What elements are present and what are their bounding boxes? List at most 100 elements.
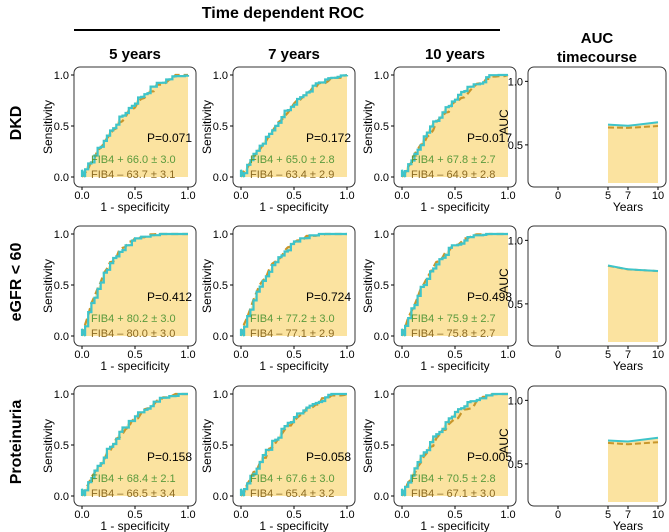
auc-timecourse-panel: 0.5 1.0 0 5 7 10 Years AUC — [497, 385, 667, 532]
y-tick-label: 0.0 — [374, 331, 389, 343]
auc-label-fib4-plus: FIB4 + 67.8 ± 2.7 — [411, 154, 496, 166]
auc-timecourse-panel: 0.5 1.0 0 5 7 10 Years AUC — [497, 66, 667, 214]
x-tick-label: 7 — [625, 509, 631, 521]
column-header: 7 years — [268, 46, 320, 63]
roc-auc-area — [241, 394, 347, 496]
y-tick-label: 1.0 — [213, 389, 228, 401]
panel-frame — [527, 66, 667, 188]
y-tick-label: 0.5 — [213, 121, 228, 133]
x-tick-label: 1.0 — [339, 509, 354, 521]
x-tick-label: 5 — [605, 190, 611, 202]
x-tick-label: 7 — [625, 190, 631, 202]
roc-panel: 0.0 0.0 0.5 0.5 1.0 1.0 1 - specificity Sensiti… — [200, 225, 356, 373]
roc-panel: 0.0 0.0 0.5 0.5 1.0 1.0 1 - specificity Sensiti… — [361, 66, 517, 214]
x-tick-label: 0.0 — [74, 349, 89, 361]
auc-label-fib4-plus: FIB4 + 77.2 ± 3.0 — [250, 313, 335, 325]
x-tick-label: 0.5 — [286, 349, 301, 361]
x-axis-label: 1 - specificity — [100, 359, 169, 373]
x-tick-label: 1.0 — [500, 509, 515, 521]
y-axis-label: AUC — [497, 109, 511, 135]
y-tick-label: 0.5 — [508, 140, 523, 152]
roc-curve-fib4-plus — [80, 232, 188, 337]
auc-label-fib4-minus: FIB4 – 63.4 ± 2.9 — [250, 169, 334, 181]
x-tick-label: 0.5 — [127, 349, 142, 361]
roc-auc-area — [402, 75, 508, 177]
roc-auc-area — [402, 394, 508, 496]
auc-line-fib4-minus — [607, 441, 659, 446]
y-axis-label: Sensitivity — [361, 100, 375, 154]
x-tick-label: 0.5 — [447, 190, 462, 202]
x-axis-label: Years — [613, 359, 643, 373]
x-axis-label: 1 - specificity — [100, 200, 169, 214]
x-tick-label: 0.0 — [394, 349, 409, 361]
x-tick-label: 1.0 — [500, 190, 515, 202]
x-tick-label: 0.0 — [74, 190, 89, 202]
y-tick-label: 0.0 — [54, 331, 69, 343]
auc-line-fib4-plus — [607, 264, 659, 272]
y-tick-label: 1.0 — [374, 229, 389, 241]
roc-auc-area — [241, 75, 347, 177]
auc-label-fib4-minus: FIB4 – 64.9 ± 2.8 — [411, 169, 495, 181]
auc-label-fib4-minus: FIB4 – 67.1 ± 3.0 — [411, 488, 495, 500]
auc-header: timecourse — [557, 49, 637, 66]
x-tick-label: 10 — [652, 190, 664, 202]
y-tick-label: 1.0 — [54, 389, 69, 401]
y-tick-label: 0.0 — [213, 172, 228, 184]
x-tick-label: 1.0 — [339, 349, 354, 361]
x-tick-label: 0.0 — [394, 509, 409, 521]
y-tick-label: 1.0 — [213, 229, 228, 241]
y-axis-label: Sensitivity — [200, 100, 214, 154]
x-tick-label: 0.0 — [233, 349, 248, 361]
column-header: 10 years — [425, 46, 485, 63]
x-tick-label: 1.0 — [180, 509, 195, 521]
y-tick-label: 1.0 — [54, 229, 69, 241]
auc-label-fib4-minus: FIB4 – 80.0 ± 3.0 — [91, 328, 175, 340]
y-tick-label: 1.0 — [508, 395, 523, 407]
x-tick-label: 5 — [605, 349, 611, 361]
row-label: DKD — [8, 106, 25, 141]
p-value: P=0.005 — [467, 450, 512, 464]
y-tick-label: 0.5 — [213, 440, 228, 452]
auc-label-fib4-plus: FIB4 + 80.2 ± 3.0 — [91, 313, 176, 325]
auc-line-fib4-plus — [607, 121, 659, 127]
y-tick-label: 0.5 — [54, 121, 69, 133]
y-axis-label: Sensitivity — [41, 259, 55, 313]
x-tick-label: 0.5 — [286, 509, 301, 521]
row-label: eGFR < 60 — [8, 243, 25, 322]
auc-label-fib4-plus: FIB4 + 75.9 ± 2.7 — [411, 313, 496, 325]
x-tick-label: 7 — [625, 349, 631, 361]
p-value: P=0.017 — [467, 131, 512, 145]
y-tick-label: 0.5 — [374, 280, 389, 292]
x-tick-label: 0 — [555, 349, 561, 361]
x-axis-label: 1 - specificity — [420, 200, 489, 214]
row-label: Proteinuria — [8, 400, 25, 485]
roc-auc-area — [82, 394, 188, 496]
auc-label-fib4-minus: FIB4 – 63.7 ± 3.1 — [91, 169, 175, 181]
x-tick-label: 1.0 — [180, 349, 195, 361]
y-axis-label: AUC — [497, 428, 511, 454]
x-axis-label: 1 - specificity — [420, 359, 489, 373]
roc-panel: 0.0 0.0 0.5 0.5 1.0 1.0 1 - specificity Sensiti… — [200, 385, 356, 532]
x-tick-label: 1.0 — [339, 190, 354, 202]
p-value: P=0.412 — [147, 290, 192, 304]
roc-auc-area — [402, 234, 508, 336]
x-tick-label: 0.0 — [233, 190, 248, 202]
y-tick-label: 1.0 — [374, 70, 389, 82]
roc-curve-fib4-plus — [80, 392, 188, 497]
roc-curve-fib4-plus — [400, 232, 508, 337]
y-tick-label: 0.0 — [374, 172, 389, 184]
auc-line-fib4-plus — [607, 436, 659, 443]
auc-label-fib4-plus: FIB4 + 65.0 ± 2.8 — [250, 154, 335, 166]
p-value: P=0.158 — [147, 450, 192, 464]
y-tick-label: 0.5 — [54, 280, 69, 292]
x-axis-label: 1 - specificity — [259, 519, 328, 532]
y-axis-label: Sensitivity — [200, 259, 214, 313]
y-axis-label: Sensitivity — [361, 419, 375, 473]
y-tick-label: 0.0 — [54, 172, 69, 184]
panel-grid: 5 years 7 years 10 years AUC timecourse DKD eG… — [8, 30, 667, 532]
auc-area — [608, 122, 658, 183]
x-tick-label: 10 — [652, 509, 664, 521]
x-tick-label: 1.0 — [180, 190, 195, 202]
x-tick-label: 10 — [652, 349, 664, 361]
auc-label-fib4-plus: FIB4 + 68.4 ± 2.1 — [91, 473, 176, 485]
